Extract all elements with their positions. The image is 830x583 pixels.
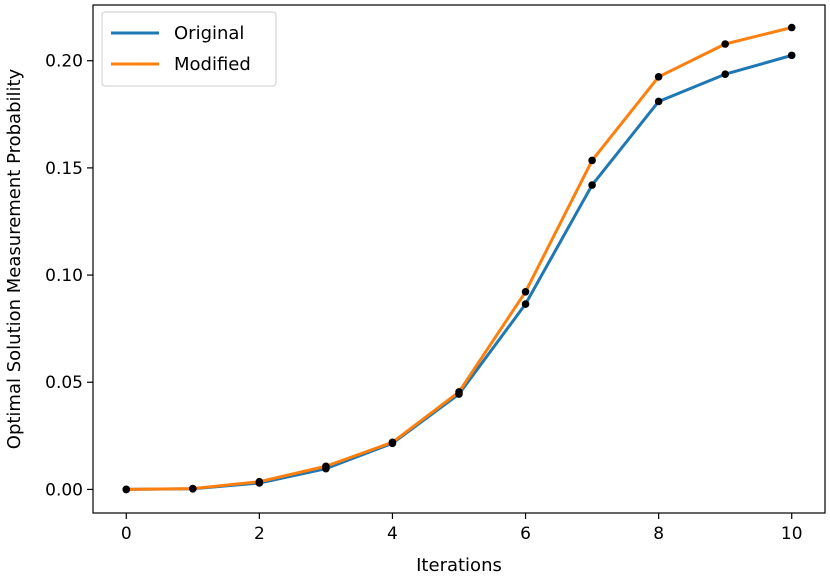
x-tick-label: 4 xyxy=(387,524,398,544)
series-line-original xyxy=(124,53,794,491)
series-line-modified xyxy=(124,26,794,491)
data-point-original xyxy=(787,51,796,60)
data-point-modified xyxy=(654,73,663,81)
legend-box xyxy=(101,11,277,87)
y-tick-label: 0.10 xyxy=(45,266,83,286)
legend: Original Modified xyxy=(101,11,277,87)
y-tick-label: 0.20 xyxy=(45,52,83,72)
data-point-original xyxy=(588,181,596,189)
data-point-original xyxy=(721,70,729,79)
legend-label-original: Original xyxy=(174,23,244,44)
data-point-modified xyxy=(721,40,729,48)
x-tick-label: 0 xyxy=(121,524,132,544)
data-point-modified xyxy=(189,484,197,493)
series-markers xyxy=(122,23,796,494)
x-tick-label: 10 xyxy=(781,524,803,544)
x-axis-label: Iterations xyxy=(416,555,502,576)
y-tick-label: 0.05 xyxy=(45,373,83,393)
data-point-modified xyxy=(122,485,131,494)
x-tick-label: 6 xyxy=(520,524,531,544)
y-axis-ticks: 0.00 0.05 0.10 0.15 0.20 xyxy=(45,52,93,500)
plot-frame xyxy=(92,4,826,514)
y-axis-label: Optimal Solution Measurement Probability xyxy=(4,68,25,449)
data-point-modified xyxy=(255,477,264,486)
data-point-modified xyxy=(787,23,796,32)
y-tick-label: 0.15 xyxy=(45,159,83,179)
data-point-modified xyxy=(322,462,330,471)
data-point-modified xyxy=(388,438,397,447)
legend-label-modified: Modified xyxy=(174,54,251,75)
series-lines xyxy=(124,26,794,491)
data-point-original xyxy=(521,300,530,308)
data-point-modified xyxy=(588,156,596,165)
data-point-modified xyxy=(521,287,530,296)
data-point-modified xyxy=(455,388,463,396)
data-point-original xyxy=(654,97,663,106)
x-tick-label: 2 xyxy=(254,524,265,544)
x-tick-label: 8 xyxy=(653,524,664,544)
y-tick-label: 0.00 xyxy=(45,480,83,500)
x-axis-ticks: 0 2 4 6 8 10 xyxy=(121,513,803,544)
